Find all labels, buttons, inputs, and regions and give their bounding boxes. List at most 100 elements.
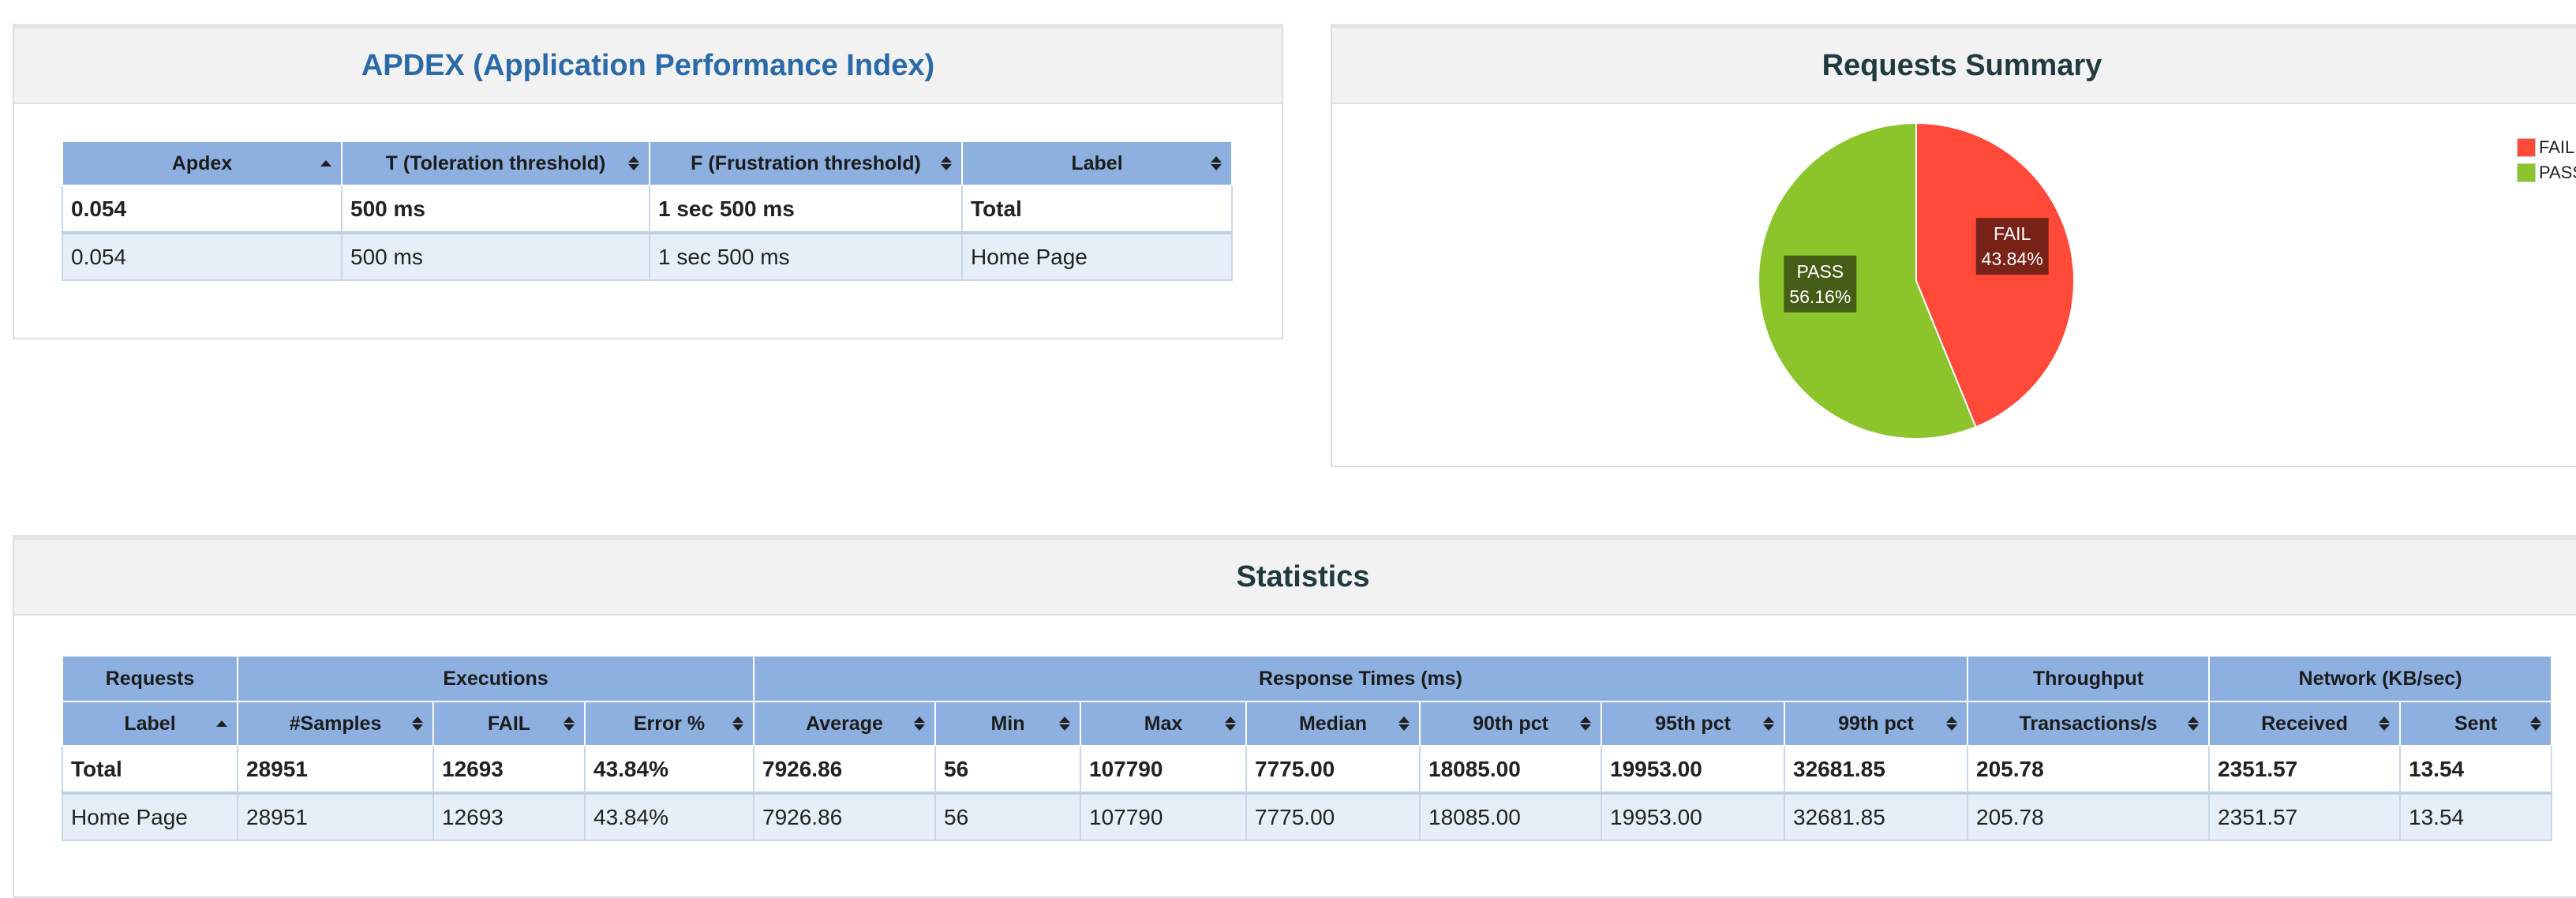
sort-icon bbox=[732, 717, 744, 731]
statistics-cell: 2351.57 bbox=[2208, 745, 2402, 795]
statistics-group-executions: Executions bbox=[236, 655, 755, 702]
sort-icon bbox=[941, 156, 952, 170]
sort-icon bbox=[1225, 717, 1237, 731]
statistics-cell: Total bbox=[62, 745, 238, 795]
legend-label-fail: FAIL bbox=[2538, 137, 2575, 157]
statistics-header-error[interactable]: Error % bbox=[583, 701, 755, 746]
statistics-header-transactions-s[interactable]: Transactions/s bbox=[1967, 701, 2211, 746]
statistics-cell: 18085.00 bbox=[1419, 745, 1603, 795]
statistics-header-fail[interactable]: FAIL bbox=[432, 701, 586, 746]
statistics-header-average[interactable]: Average bbox=[753, 701, 937, 746]
requests-summary-title: Requests Summary bbox=[1332, 28, 2576, 104]
statistics-header-samples[interactable]: #Samples bbox=[237, 701, 434, 746]
sort-icon bbox=[1580, 717, 1592, 731]
pie-label-name: FAIL bbox=[1994, 223, 2031, 244]
apdex-cell: Total bbox=[961, 185, 1233, 234]
statistics-cell: 28951 bbox=[237, 745, 434, 795]
statistics-header-max[interactable]: Max bbox=[1080, 701, 1248, 746]
statistics-panel: Statistics Requests Executions Response Ti… bbox=[13, 535, 2576, 898]
requests-pie-chart: FAIL 43.84% PASS 56.16% bbox=[1758, 122, 2075, 440]
statistics-header-row: Label #Samples FAIL Error % Average Min Max Med… bbox=[62, 701, 2553, 746]
apdex-header-label[interactable]: Label bbox=[961, 140, 1233, 186]
apdex-table: Apdex T (Toleration threshold) F (Frustr… bbox=[62, 140, 1233, 281]
apdex-total-row: 0.054 500 ms 1 sec 500 ms Total bbox=[62, 185, 1233, 234]
apdex-cell: 0.054 bbox=[62, 185, 343, 234]
statistics-header-sent[interactable]: Sent bbox=[2399, 701, 2553, 746]
pie-slice-fail[interactable] bbox=[1915, 122, 2075, 428]
apdex-cell: 500 ms bbox=[341, 232, 650, 281]
statistics-header-90th-pct[interactable]: 90th pct bbox=[1419, 701, 1603, 746]
statistics-cell: 7775.00 bbox=[1245, 792, 1421, 841]
statistics-row: Home Page 28951 12693 43.84% 7926.86 56 107790… bbox=[62, 792, 2553, 841]
statistics-cell: 18085.00 bbox=[1419, 792, 1603, 841]
pie-label-percent: 56.16% bbox=[1789, 286, 1851, 307]
statistics-title: Statistics bbox=[14, 540, 2576, 616]
legend-swatch-pass bbox=[2516, 163, 2536, 182]
statistics-header-received[interactable]: Received bbox=[2208, 701, 2402, 746]
statistics-cell: 205.78 bbox=[1967, 792, 2211, 841]
statistics-header-99th-pct[interactable]: 99th pct bbox=[1784, 701, 1969, 746]
legend-label-pass: PASS bbox=[2538, 163, 2576, 182]
sort-icon bbox=[1059, 717, 1071, 731]
apdex-cell: 500 ms bbox=[341, 185, 650, 234]
statistics-header-min[interactable]: Min bbox=[934, 701, 1082, 746]
apdex-cell: Home Page bbox=[961, 232, 1233, 281]
apdex-header-apdex[interactable]: Apdex bbox=[62, 140, 343, 186]
sort-icon bbox=[2188, 717, 2200, 731]
statistics-cell: 28951 bbox=[237, 792, 434, 841]
legend-item-fail[interactable]: FAIL bbox=[2516, 135, 2576, 160]
legend-item-pass[interactable]: PASS bbox=[2516, 160, 2576, 185]
apdex-title: APDEX (Application Performance Index) bbox=[14, 28, 1282, 104]
statistics-cell: 7775.00 bbox=[1245, 745, 1421, 795]
statistics-group-throughput: Throughput bbox=[1967, 655, 2211, 702]
statistics-table: Requests Executions Response Times (ms) Thr… bbox=[62, 655, 2553, 841]
pie-label-percent: 43.84% bbox=[1982, 249, 2043, 269]
sort-icon bbox=[2530, 717, 2542, 731]
statistics-total-row: Total 28951 12693 43.84% 7926.86 56 107790 7775… bbox=[62, 745, 2553, 795]
apdex-header-frustration[interactable]: F (Frustration threshold) bbox=[649, 140, 963, 186]
statistics-header-median[interactable]: Median bbox=[1245, 701, 1421, 746]
statistics-header-label[interactable]: Label bbox=[62, 701, 238, 746]
statistics-header-95th-pct[interactable]: 95th pct bbox=[1601, 701, 1786, 746]
pie-slice-pass[interactable] bbox=[1758, 122, 1977, 440]
requests-summary-panel: Requests Summary FAIL 43.84% PASS 56.16% FA… bbox=[1331, 24, 2576, 467]
statistics-cell: 13.54 bbox=[2399, 745, 2553, 795]
sort-icon bbox=[564, 717, 575, 731]
statistics-cell: 7926.86 bbox=[753, 745, 937, 795]
statistics-cell: 56 bbox=[934, 745, 1082, 795]
statistics-cell: 43.84% bbox=[583, 792, 755, 841]
statistics-cell: 19953.00 bbox=[1601, 792, 1786, 841]
sort-ascending-icon bbox=[216, 720, 227, 727]
apdex-cell: 1 sec 500 ms bbox=[649, 185, 963, 234]
statistics-group-response-times-ms: Response Times (ms) bbox=[753, 655, 1969, 702]
sort-icon bbox=[1398, 717, 1410, 731]
statistics-cell: Home Page bbox=[62, 792, 238, 841]
sort-icon bbox=[1211, 156, 1222, 170]
apdex-row: 0.054 500 ms 1 sec 500 ms Home Page bbox=[62, 232, 1233, 281]
statistics-group-requests: Requests bbox=[62, 655, 238, 702]
sort-icon bbox=[412, 717, 423, 731]
statistics-cell: 107790 bbox=[1080, 792, 1248, 841]
apdex-cell: 1 sec 500 ms bbox=[649, 232, 963, 281]
sort-icon bbox=[628, 156, 639, 170]
statistics-group-network-kb-sec: Network (KB/sec) bbox=[2208, 655, 2553, 702]
statistics-cell: 32681.85 bbox=[1784, 792, 1969, 841]
statistics-cell: 56 bbox=[934, 792, 1082, 841]
statistics-group-header-row: Requests Executions Response Times (ms) Thr… bbox=[62, 655, 2553, 702]
apdex-cell: 0.054 bbox=[62, 232, 343, 281]
statistics-cell: 13.54 bbox=[2399, 792, 2553, 841]
pie-legend: FAIL PASS bbox=[2516, 135, 2576, 185]
pie-label-pass: PASS 56.16% bbox=[1784, 255, 1857, 312]
sort-icon bbox=[1763, 717, 1775, 731]
statistics-cell: 43.84% bbox=[583, 745, 755, 795]
sort-ascending-icon bbox=[320, 160, 331, 167]
statistics-cell: 32681.85 bbox=[1784, 745, 1969, 795]
statistics-cell: 12693 bbox=[432, 745, 586, 795]
statistics-cell: 205.78 bbox=[1967, 745, 2211, 795]
pie-label-name: PASS bbox=[1796, 261, 1844, 282]
apdex-header-toleration[interactable]: T (Toleration threshold) bbox=[341, 140, 650, 186]
statistics-cell: 19953.00 bbox=[1601, 745, 1786, 795]
statistics-cell: 2351.57 bbox=[2208, 792, 2402, 841]
sort-icon bbox=[2379, 717, 2391, 731]
statistics-cell: 7926.86 bbox=[753, 792, 937, 841]
